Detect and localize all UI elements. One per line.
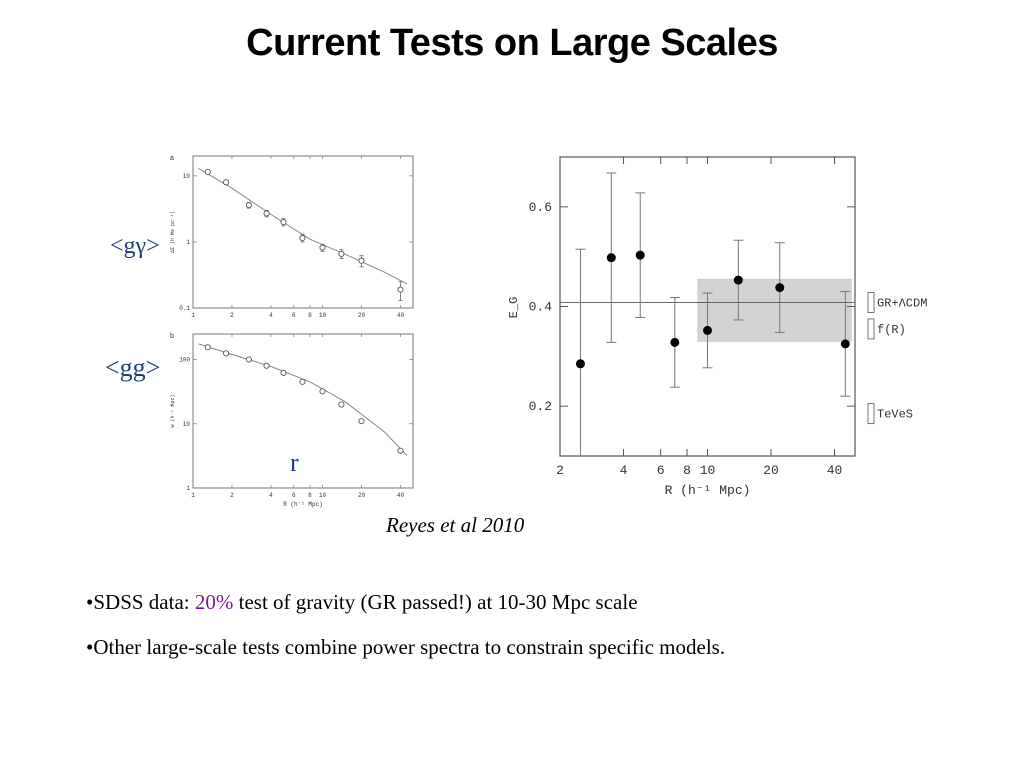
citation: Reyes et al 2010 bbox=[386, 513, 525, 537]
x-tick-label: 8 bbox=[683, 463, 691, 478]
x-tick-label: 2 bbox=[230, 492, 234, 499]
frg-band bbox=[697, 278, 852, 342]
galaxy-galaxy-label: <gg> bbox=[105, 353, 161, 382]
data-point bbox=[263, 362, 270, 369]
x-axis-label: R (h⁻¹ Mpc) bbox=[283, 501, 323, 508]
y-axis-label: E_G bbox=[507, 297, 521, 319]
data-point bbox=[245, 202, 252, 209]
data-point bbox=[635, 250, 645, 260]
data-point bbox=[703, 325, 712, 335]
y-tick-label: 0.4 bbox=[529, 300, 553, 315]
y-tick-label: 1 bbox=[186, 485, 190, 492]
y-tick-label: 0.6 bbox=[529, 200, 552, 215]
x-tick-label: 1 bbox=[191, 492, 195, 499]
bullet-highlight: 20% bbox=[194, 590, 234, 614]
legend-marker bbox=[867, 403, 875, 425]
data-point bbox=[223, 350, 230, 357]
bullet-other-tests: •Other large-scale tests combine power s… bbox=[86, 635, 986, 660]
y-tick-label: 10 bbox=[183, 421, 191, 428]
y-tick-label: 100 bbox=[179, 357, 190, 364]
x-tick-label: 4 bbox=[269, 492, 273, 499]
data-point bbox=[338, 250, 345, 257]
x-tick-label: 10 bbox=[700, 463, 716, 478]
data-point bbox=[223, 179, 230, 186]
plot-frame bbox=[192, 155, 414, 309]
model-curve bbox=[198, 343, 408, 456]
legend-label: f(R) bbox=[877, 323, 906, 337]
data-point bbox=[775, 283, 785, 293]
data-point bbox=[733, 275, 743, 285]
bullet-list: •SDSS data: 20% test of gravity (GR pass… bbox=[86, 590, 986, 680]
data-point bbox=[319, 388, 326, 395]
data-point bbox=[575, 359, 585, 369]
data-point bbox=[397, 447, 404, 454]
x-tick-label: 6 bbox=[657, 463, 665, 478]
eg-statistic-plot: 2 4 6 8 10 20 40 0.6 0.4 0.2 R (h⁻¹ Mpc) E_G GR+ΛCDM… bbox=[500, 150, 970, 510]
panel-label: b bbox=[170, 333, 174, 341]
x-tick-label: 6 bbox=[292, 492, 296, 499]
page-title: Current Tests on Large Scales bbox=[246, 22, 778, 64]
data-point bbox=[245, 356, 252, 363]
x-tick-label: 40 bbox=[827, 463, 843, 478]
bullet-prefix: •SDSS data: bbox=[86, 590, 195, 614]
data-point bbox=[358, 418, 365, 425]
galaxy-clustering-plot: b 1 2 4 6 8 10 20 40 100 10 1 R (h⁻¹ Mpc) w (h⁻¹ Mpc) bbox=[160, 330, 425, 510]
data-point bbox=[204, 344, 211, 351]
x-tick-label: 40 bbox=[397, 492, 405, 499]
data-point bbox=[606, 253, 616, 263]
data-point bbox=[358, 257, 365, 264]
x-axis-label: R (h⁻¹ Mpc) bbox=[665, 483, 751, 498]
x-tick-label: 40 bbox=[397, 312, 405, 319]
y-tick-label: 0.1 bbox=[179, 305, 190, 312]
y-axis-label: w (h⁻¹ Mpc) bbox=[170, 394, 176, 427]
data-point bbox=[670, 337, 680, 347]
data-point bbox=[263, 210, 270, 217]
x-tick-label: 20 bbox=[763, 463, 779, 478]
y-tick-label: 0.2 bbox=[529, 399, 552, 414]
x-tick-label: 10 bbox=[319, 492, 327, 499]
legend-label: GR+ΛCDM bbox=[877, 297, 927, 311]
legend-marker bbox=[867, 318, 875, 340]
bullet-suffix: test of gravity (GR passed!) at 10-30 Mp… bbox=[233, 590, 638, 614]
x-tick-label: 10 bbox=[319, 312, 327, 319]
bullet-prefix: •Other large-scale tests combine power s… bbox=[86, 635, 726, 659]
x-tick-label: 8 bbox=[308, 312, 312, 319]
data-point bbox=[397, 286, 404, 293]
data-point bbox=[338, 401, 345, 408]
x-tick-label: 4 bbox=[269, 312, 273, 319]
x-tick-label: 6 bbox=[292, 312, 296, 319]
galaxy-shear-label: <gγ> bbox=[110, 233, 160, 259]
data-point bbox=[299, 234, 306, 241]
model-curve bbox=[198, 167, 408, 285]
radius-label: r bbox=[290, 448, 299, 477]
data-point bbox=[280, 369, 287, 376]
x-tick-label: 2 bbox=[556, 463, 564, 478]
x-tick-label: 20 bbox=[358, 312, 366, 319]
data-point bbox=[280, 219, 287, 226]
bullet-sdss: •SDSS data: 20% test of gravity (GR pass… bbox=[86, 590, 986, 615]
x-tick-label: 20 bbox=[358, 492, 366, 499]
data-point bbox=[840, 339, 850, 349]
y-axis-label: ΔΣ (h M⊙ pc⁻²) bbox=[170, 211, 176, 253]
x-tick-label: 2 bbox=[230, 312, 234, 319]
x-tick-label: 4 bbox=[620, 463, 628, 478]
data-point bbox=[319, 244, 326, 251]
legend-label: TeVeS bbox=[877, 408, 913, 422]
data-point bbox=[299, 378, 306, 385]
x-tick-label: 1 bbox=[191, 312, 195, 319]
data-point bbox=[204, 168, 211, 175]
y-tick-label: 1 bbox=[186, 239, 190, 246]
panel-label: a bbox=[170, 155, 174, 163]
plot-frame bbox=[192, 333, 414, 489]
x-tick-label: 8 bbox=[308, 492, 312, 499]
y-tick-label: 10 bbox=[183, 173, 191, 180]
legend-marker bbox=[867, 292, 875, 313]
